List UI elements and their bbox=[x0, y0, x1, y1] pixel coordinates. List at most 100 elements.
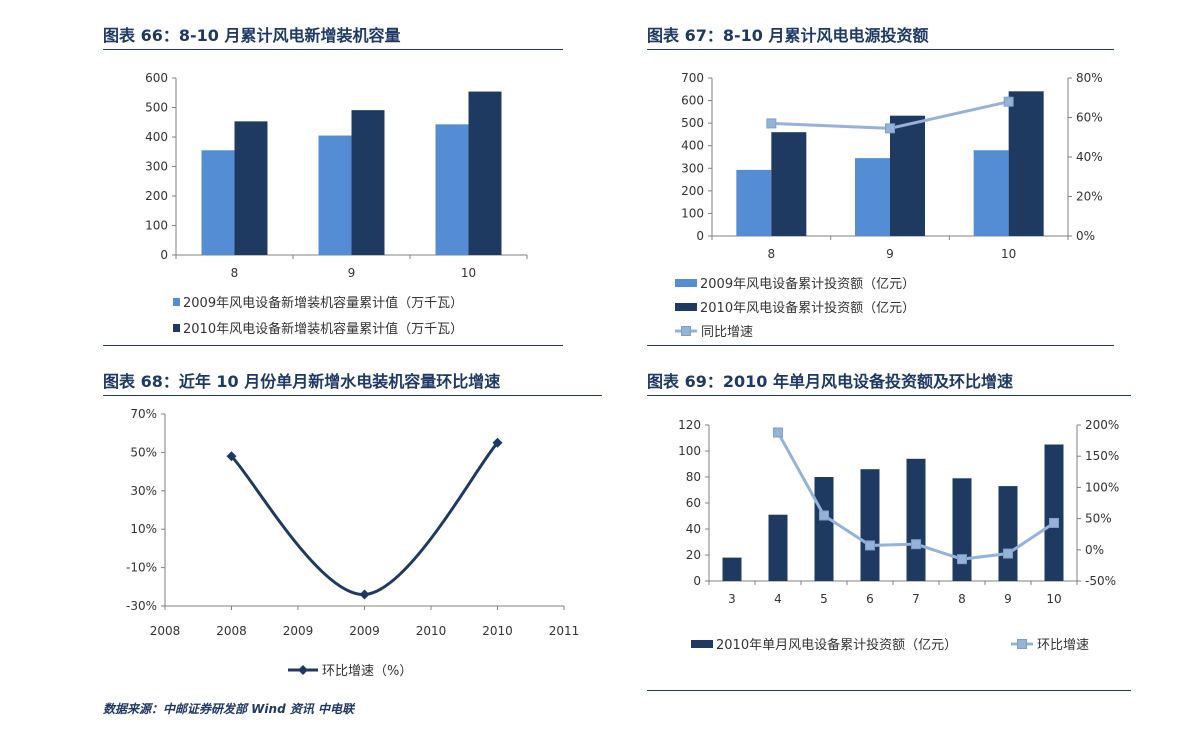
x-tick-label: 7 bbox=[912, 592, 920, 606]
x-tick-label: 10 bbox=[1001, 247, 1016, 261]
x-tick-label: 8 bbox=[768, 247, 776, 261]
bar bbox=[435, 124, 469, 255]
x-tick-label: 6 bbox=[866, 592, 874, 606]
data-point bbox=[911, 539, 921, 550]
legend-label: 同比增速 bbox=[701, 325, 753, 340]
title-rule bbox=[103, 49, 563, 50]
y2-tick-label: 0% bbox=[1085, 543, 1104, 557]
source-footer: 数据来源：中邮证券研发部 Wind 资讯 中电联 bbox=[103, 702, 355, 716]
data-point bbox=[1003, 548, 1013, 559]
y-tick-label: 400 bbox=[681, 139, 704, 153]
x-tick-label: 2008 bbox=[150, 624, 181, 638]
data-point bbox=[957, 554, 967, 565]
legend-label: 环比增速（%） bbox=[322, 664, 412, 679]
y-tick-label: 100 bbox=[678, 444, 701, 458]
data-point bbox=[885, 123, 895, 134]
bar bbox=[736, 169, 772, 236]
bar bbox=[814, 477, 834, 581]
bar bbox=[973, 150, 1009, 236]
chart-title: 图表 68：近年 10 月份单月新增水电装机容量环比增速 bbox=[103, 372, 501, 391]
y-tick-label: 40 bbox=[686, 522, 701, 536]
title-rule bbox=[647, 395, 1131, 396]
y-tick-label: 50% bbox=[130, 445, 157, 459]
panel-67: 图表 67：8-10 月累计风电电源投资额 0 100 200 300 400 500 60… bbox=[647, 22, 1114, 347]
data-point bbox=[226, 451, 237, 462]
panel-69: 图表 69：2010 年单月风电设备投资额及环比增速 0 20 40 60 80 100 1… bbox=[647, 368, 1131, 693]
x-tick-label: 8 bbox=[231, 266, 239, 280]
y2-tick-label: -50% bbox=[1085, 574, 1116, 588]
x-tick-label: 10 bbox=[461, 266, 476, 280]
data-point bbox=[865, 540, 875, 551]
x-tick-label: 10 bbox=[1046, 592, 1061, 606]
data-point bbox=[766, 118, 777, 129]
y-tick-label: 600 bbox=[145, 71, 168, 85]
y-tick-label: 0 bbox=[696, 229, 704, 243]
bar bbox=[998, 486, 1018, 581]
bottom-rule bbox=[647, 345, 1114, 346]
x-tick-label: 9 bbox=[1004, 592, 1012, 606]
x-tick-label: 2010 bbox=[482, 624, 513, 638]
y-tick-label: 200 bbox=[681, 184, 704, 198]
chart-67: 0 100 200 300 400 500 600 700 8 9 10 0% 20% 40% 60% 80%… bbox=[675, 71, 1103, 340]
y-tick-label: 60 bbox=[686, 496, 701, 510]
legend-swatch bbox=[173, 324, 180, 332]
bar bbox=[318, 135, 352, 255]
y-tick-label: -30% bbox=[126, 599, 157, 613]
legend-swatch bbox=[675, 279, 697, 287]
bar bbox=[890, 115, 925, 236]
y-tick-label: 80 bbox=[686, 470, 701, 484]
legend-swatch bbox=[691, 640, 713, 648]
x-tick-label: 3 bbox=[728, 592, 736, 606]
legend-marker bbox=[681, 326, 691, 336]
y-tick-label: 70% bbox=[130, 407, 157, 421]
bar bbox=[768, 514, 788, 581]
chart-title: 图表 67：8-10 月累计风电电源投资额 bbox=[647, 26, 929, 45]
x-tick-label: 4 bbox=[774, 592, 782, 606]
chart-66: 0 100 200 300 400 500 600 8 9 10 2009年风电设备新增装机容量累计… bbox=[145, 71, 528, 337]
x-tick-label: 2010 bbox=[416, 624, 447, 638]
y-tick-label: 200 bbox=[145, 189, 168, 203]
y-tick-label: 30% bbox=[130, 484, 157, 498]
y2-tick-label: 50% bbox=[1085, 512, 1112, 526]
bar bbox=[860, 469, 880, 581]
bottom-rule bbox=[647, 690, 1131, 691]
bottom-rule bbox=[103, 345, 563, 346]
legend-label: 环比增速 bbox=[1037, 638, 1089, 653]
bar bbox=[1008, 91, 1044, 237]
y-tick-label: 400 bbox=[145, 130, 168, 144]
legend-label: 2010年风电设备新增装机容量累计值（万千瓦） bbox=[183, 321, 463, 337]
legend-label: 2009年风电设备新增装机容量累计值（万千瓦） bbox=[183, 295, 463, 311]
y-tick-label: -10% bbox=[126, 561, 157, 575]
bar bbox=[906, 458, 926, 581]
chart-69: 0 20 40 60 80 100 120 3 4 5 6 7 8 9 10 -50% 0% 50% 100% 150… bbox=[678, 418, 1119, 653]
y-tick-label: 600 bbox=[681, 94, 704, 108]
y-tick-label: 0 bbox=[693, 574, 701, 588]
data-point bbox=[492, 437, 503, 448]
bar bbox=[1044, 444, 1064, 581]
y2-tick-label: 200% bbox=[1085, 418, 1119, 432]
y2-tick-label: 20% bbox=[1076, 190, 1103, 204]
y-tick-label: 100 bbox=[681, 206, 704, 220]
y-tick-label: 500 bbox=[681, 116, 704, 130]
bar bbox=[952, 478, 972, 581]
bar bbox=[468, 91, 502, 255]
bar bbox=[201, 150, 235, 255]
y2-tick-label: 0% bbox=[1076, 229, 1095, 243]
x-tick-label: 2009 bbox=[349, 624, 380, 638]
bar bbox=[722, 557, 742, 581]
y-tick-label: 20 bbox=[686, 548, 701, 562]
chart-title: 图表 66：8-10 月累计风电新增装机容量 bbox=[103, 26, 401, 45]
y2-tick-label: 100% bbox=[1085, 480, 1119, 494]
x-tick-label: 5 bbox=[820, 592, 828, 606]
y-tick-label: 300 bbox=[681, 161, 704, 175]
x-tick-label: 9 bbox=[886, 247, 894, 261]
legend-marker bbox=[1017, 639, 1027, 649]
x-tick-label: 2009 bbox=[283, 624, 314, 638]
y-tick-label: 120 bbox=[678, 418, 701, 432]
data-point bbox=[1049, 517, 1059, 528]
chart-68: -30% -10% 10% 30% 50% 70% 2008 2008 2009 2009 2010… bbox=[126, 407, 579, 679]
title-rule bbox=[647, 49, 1114, 50]
data-point bbox=[819, 510, 829, 521]
x-tick-label: 8 bbox=[958, 592, 966, 606]
x-tick-label: 2008 bbox=[216, 624, 247, 638]
